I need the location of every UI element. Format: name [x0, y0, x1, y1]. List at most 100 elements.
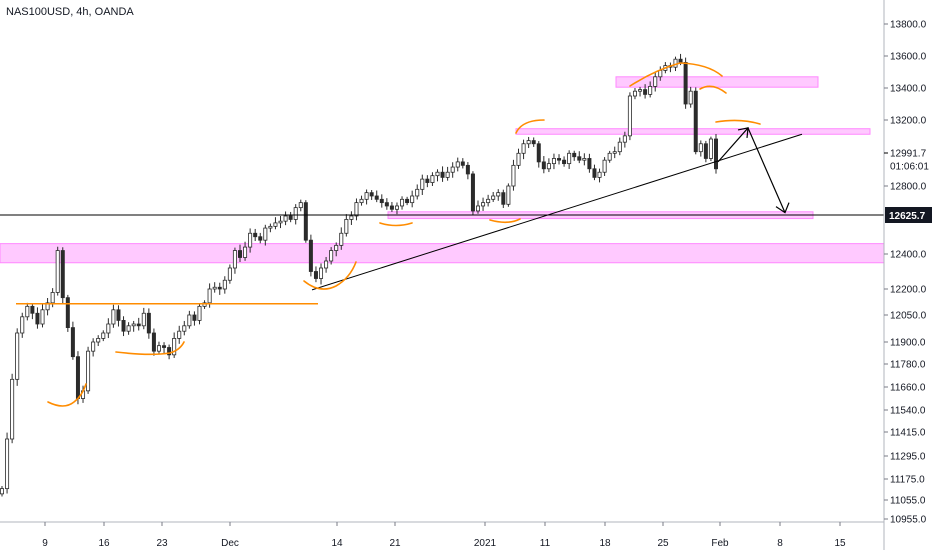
candle-body	[111, 309, 116, 325]
candle-body	[101, 332, 106, 339]
candle-body	[60, 250, 65, 299]
candle-body	[126, 325, 131, 332]
y-tick-label: 12800.0	[890, 182, 927, 193]
candle-body	[116, 309, 121, 321]
candle-body	[379, 198, 384, 204]
candle-body	[25, 305, 30, 318]
candle-body	[374, 195, 379, 200]
orange-curve-6	[629, 62, 723, 87]
candle-body	[212, 286, 217, 290]
candle-body	[405, 198, 410, 204]
candle-body	[572, 152, 577, 158]
candle-body	[70, 327, 75, 358]
x-tick-label: Dec	[221, 538, 239, 549]
x-tick-label: 23	[156, 538, 168, 549]
candle-body	[592, 168, 597, 178]
candle-body	[187, 314, 192, 327]
candle-body	[141, 312, 146, 327]
candle-body	[308, 239, 313, 272]
candle-body	[268, 225, 273, 229]
x-tick-label: 18	[599, 538, 611, 549]
x-tick-label: 15	[834, 538, 846, 549]
candle-body	[460, 161, 465, 166]
zone-rect-0	[615, 76, 819, 88]
y-tick-label: 11900.0	[890, 338, 926, 349]
candle-body	[232, 250, 237, 269]
candle-body	[703, 143, 708, 159]
y-tick-label: 11540.0	[890, 406, 926, 417]
drawings-layer	[0, 62, 884, 407]
candle-body	[420, 178, 425, 190]
y-tick-label: 13400.0	[890, 84, 927, 95]
candle-body	[131, 323, 136, 327]
candle-body	[597, 171, 602, 178]
candle-body	[167, 347, 172, 356]
candle-body	[546, 163, 551, 170]
zone-rect-3	[0, 243, 885, 264]
candle-body	[162, 345, 167, 348]
y-tick-label: 12400.0	[890, 250, 927, 261]
candle-body	[55, 250, 60, 293]
candle-body	[339, 232, 344, 246]
candle-body	[50, 292, 55, 304]
candle-body	[359, 198, 364, 204]
y-tick-label: 12200.0	[890, 285, 927, 296]
orange-curve-5	[515, 119, 545, 134]
candle-body	[526, 140, 531, 145]
x-tick-label: 25	[657, 538, 669, 549]
candle-body	[86, 350, 91, 392]
candle-body	[364, 192, 369, 200]
y-tick-label: 11415.0	[890, 428, 926, 439]
candle-body	[683, 62, 688, 105]
y-tick-label: 11780.0	[890, 360, 926, 371]
candle-body	[653, 76, 658, 87]
candle-body	[521, 143, 526, 154]
candle-body	[20, 316, 25, 334]
candle-body	[91, 341, 96, 352]
candle-body	[698, 143, 703, 153]
candle-body	[643, 89, 648, 95]
orange-curve-8	[715, 119, 761, 125]
candle-body	[658, 70, 663, 78]
y-tick-label: 11660.0	[890, 383, 926, 394]
candle-body	[248, 232, 253, 248]
x-tick-label: Feb	[711, 538, 729, 549]
candle-body	[293, 207, 298, 220]
candle-body	[243, 246, 248, 258]
candle-body	[45, 302, 50, 311]
y-tick-label: 11055.0	[890, 496, 926, 507]
candle-body	[35, 312, 40, 325]
candle-body	[470, 173, 475, 212]
x-tick-label: 11	[540, 538, 551, 549]
candle-body	[222, 279, 227, 290]
candle-body	[587, 158, 592, 170]
candle-body	[491, 195, 496, 200]
candle-body	[253, 232, 258, 238]
candle-body	[389, 205, 394, 210]
countdown-label: 01:06:01	[890, 162, 929, 173]
candle-body	[400, 198, 405, 207]
candle-body	[501, 192, 506, 205]
orange-curve-7	[699, 85, 727, 94]
candle-body	[303, 202, 308, 241]
candle-body	[354, 202, 359, 217]
candle-body	[278, 220, 283, 224]
arrowhead-up	[737, 127, 749, 138]
candle-body	[75, 356, 80, 399]
candle-body	[516, 152, 521, 166]
orange-curve-0	[47, 383, 87, 407]
candle-body	[394, 205, 399, 210]
price-label-box	[885, 207, 932, 223]
price-label-text: 12625.7	[889, 211, 926, 222]
candle-body	[258, 236, 263, 241]
candle-body	[0, 488, 4, 495]
candle-body	[481, 202, 486, 207]
x-tick-label: 8	[777, 538, 783, 549]
candle-body	[151, 332, 156, 352]
candle-body	[602, 159, 607, 173]
candle-body	[40, 309, 45, 325]
